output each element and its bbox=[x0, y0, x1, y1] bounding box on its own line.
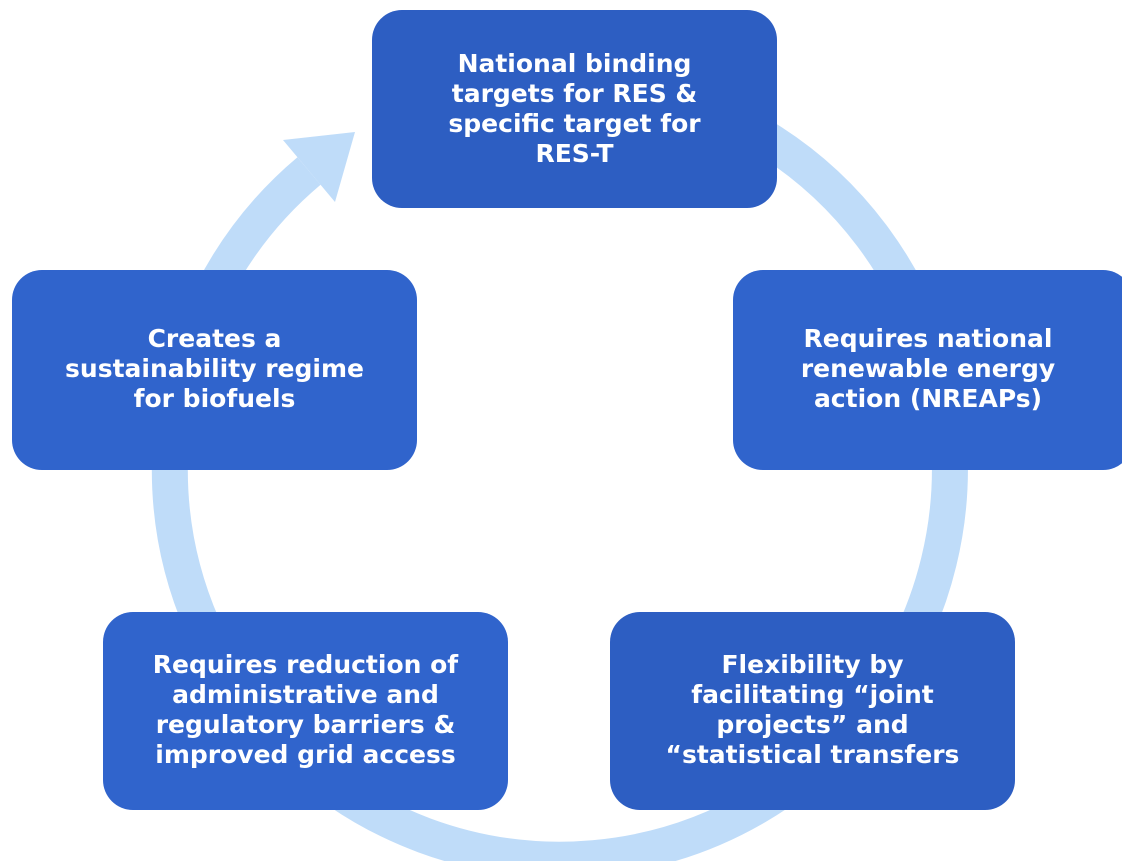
node-label-line: regulatory barriers & bbox=[156, 710, 456, 739]
node-box bbox=[372, 10, 777, 208]
node-label-line: improved grid access bbox=[155, 740, 456, 769]
node-label-line: Requires national bbox=[804, 324, 1053, 353]
node-label-line: administrative and bbox=[172, 680, 439, 709]
node-label-line: facilitating “joint bbox=[691, 680, 934, 709]
node-label-line: targets for RES & bbox=[452, 79, 697, 108]
node-box bbox=[12, 270, 417, 470]
node-label-line: Creates a bbox=[148, 324, 282, 353]
node-label-line: projects” and bbox=[716, 710, 908, 739]
node-label-line: Flexibility by bbox=[721, 650, 903, 679]
node-box bbox=[610, 612, 1015, 810]
node-label-line: action (NREAPs) bbox=[814, 384, 1042, 413]
node-label-line: sustainability regime bbox=[65, 354, 364, 383]
node-label-line: “statistical transfers bbox=[666, 740, 960, 769]
node-label-line: Requires reduction of bbox=[153, 650, 460, 679]
cycle-arrowhead bbox=[283, 132, 355, 202]
node-label-line: for biofuels bbox=[134, 384, 296, 413]
node-label-line: RES-T bbox=[535, 139, 613, 168]
node-label-line: National binding bbox=[458, 49, 692, 78]
node-box bbox=[103, 612, 508, 810]
node-label-line: renewable energy bbox=[801, 354, 1055, 383]
node-label-line: specific target for bbox=[448, 109, 701, 138]
node-box bbox=[733, 270, 1122, 470]
